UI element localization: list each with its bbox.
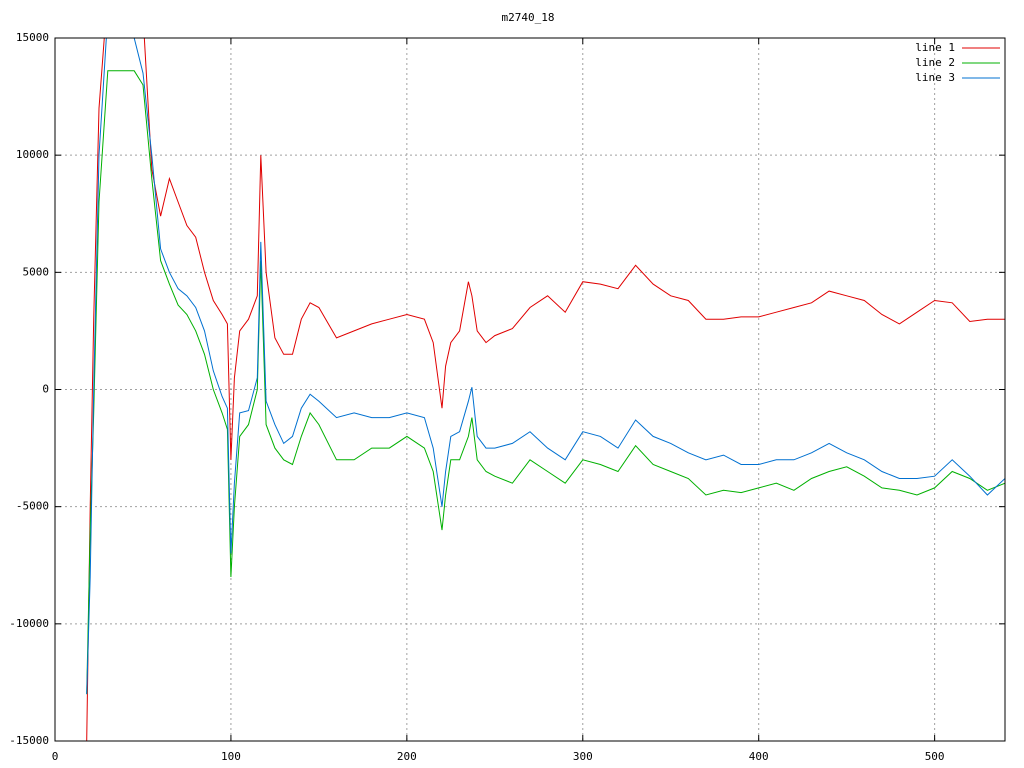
legend-label: line 2 [915,56,955,69]
y-tick-label: 5000 [23,265,50,278]
plot-area [86,38,1005,741]
y-tick-label: 10000 [16,148,49,161]
data-line [86,38,1005,695]
x-tick-label: 0 [52,750,59,763]
data-line [86,38,1005,741]
data-line [86,70,1005,695]
x-tick-label: 300 [573,750,593,763]
legend-label: line 3 [915,71,955,84]
y-tick-label: 0 [42,383,49,396]
y-tick-label: -5000 [16,500,49,513]
y-tick-label: 15000 [16,31,49,44]
x-tick-label: 200 [397,750,417,763]
x-tick-label: 400 [749,750,769,763]
chart-title: m2740_18 [502,11,555,24]
x-tick-label: 100 [221,750,241,763]
plot-border [54,37,1006,742]
x-tick-label: 500 [925,750,945,763]
y-tick-label: -15000 [9,734,49,747]
legend-label: line 1 [915,41,955,54]
y-tick-label: -10000 [9,617,49,630]
